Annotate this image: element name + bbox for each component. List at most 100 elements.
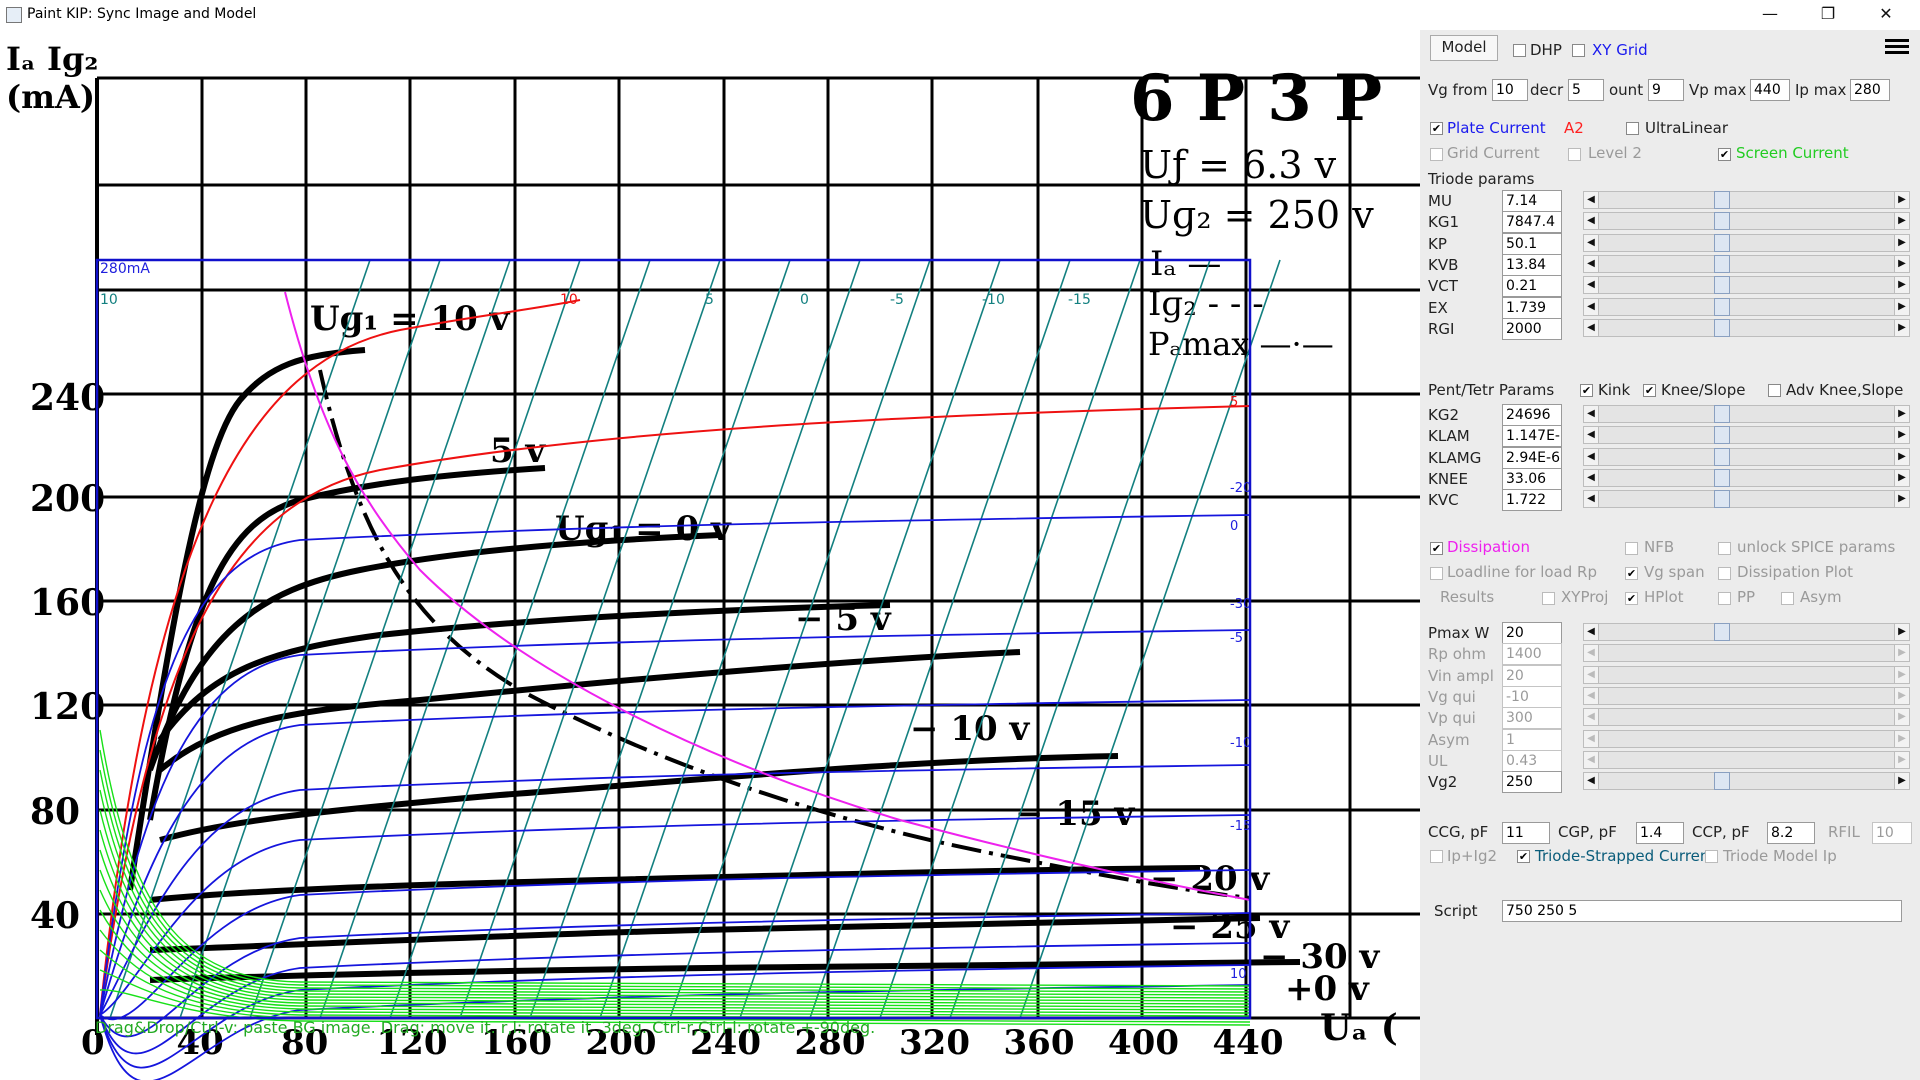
result-param-slider[interactable]: ◀ ▶ — [1583, 750, 1910, 770]
slider-right-arrow-icon[interactable]: ▶ — [1894, 233, 1910, 252]
result-param-slider[interactable]: ◀ ▶ — [1583, 729, 1910, 749]
result-param-input[interactable]: 20 — [1502, 622, 1562, 644]
slider-left-arrow-icon[interactable]: ◀ — [1583, 490, 1599, 509]
slider-right-arrow-icon[interactable]: ▶ — [1894, 623, 1910, 641]
slider-track[interactable] — [1583, 623, 1910, 641]
triode-param-slider[interactable]: ◀ ▶ — [1583, 211, 1910, 231]
slider-left-arrow-icon[interactable]: ◀ — [1583, 318, 1599, 337]
slider-left-arrow-icon[interactable]: ◀ — [1583, 276, 1599, 295]
triode-param-slider[interactable]: ◀ ▶ — [1583, 297, 1910, 317]
nfb-checkbox[interactable] — [1625, 542, 1638, 555]
pent-param-slider[interactable]: ◀ ▶ — [1583, 489, 1910, 509]
dhp-checkbox[interactable] — [1513, 44, 1526, 57]
slider-thumb[interactable] — [1714, 405, 1730, 423]
slider-right-arrow-icon[interactable]: ▶ — [1894, 772, 1910, 791]
result-param-input[interactable]: 1 — [1502, 728, 1562, 751]
slider-right-arrow-icon[interactable]: ▶ — [1894, 708, 1910, 727]
pent-param-input[interactable]: 24696 — [1502, 404, 1562, 426]
slider-left-arrow-icon[interactable]: ◀ — [1583, 468, 1599, 487]
slider-left-arrow-icon[interactable]: ◀ — [1583, 623, 1599, 641]
result-param-input[interactable]: 1400 — [1502, 643, 1562, 666]
slider-left-arrow-icon[interactable]: ◀ — [1583, 686, 1599, 705]
slider-track[interactable] — [1583, 426, 1910, 445]
kink-checkbox[interactable]: ✔ — [1580, 384, 1593, 397]
plot-svg[interactable]: 6 P 3 P Uƒ = 6.3 v Uɡ₂ = 250 v Iₐ — Iɡ₂ … — [0, 30, 1420, 1080]
triode-param-slider[interactable]: ◀ ▶ — [1583, 318, 1910, 338]
result-param-input[interactable]: 250 — [1502, 771, 1562, 794]
xy-grid-checkbox[interactable] — [1572, 44, 1585, 57]
vp-max-input[interactable]: 440 — [1750, 79, 1790, 101]
result-param-input[interactable]: 20 — [1502, 664, 1562, 687]
slider-thumb[interactable] — [1714, 212, 1730, 231]
knee-slope-checkbox[interactable]: ✔ — [1643, 384, 1656, 397]
slider-right-arrow-icon[interactable]: ▶ — [1894, 191, 1910, 209]
slider-thumb[interactable] — [1714, 318, 1730, 337]
hplot-checkbox[interactable]: ✔ — [1625, 592, 1638, 605]
ip-max-input[interactable]: 280 — [1850, 79, 1890, 101]
result-param-slider[interactable]: ◀ ▶ — [1583, 665, 1910, 685]
slider-thumb[interactable] — [1714, 426, 1730, 445]
slider-left-arrow-icon[interactable]: ◀ — [1583, 233, 1599, 252]
maximize-button[interactable]: ❐ — [1820, 4, 1836, 23]
plot-canvas[interactable]: 6 P 3 P Uƒ = 6.3 v Uɡ₂ = 250 v Iₐ — Iɡ₂ … — [0, 30, 1420, 1080]
slider-right-arrow-icon[interactable]: ▶ — [1894, 750, 1910, 769]
pent-param-slider[interactable]: ◀ ▶ — [1583, 468, 1910, 488]
pent-param-input[interactable]: 1.722 — [1502, 489, 1562, 512]
slider-track[interactable] — [1583, 665, 1910, 684]
slider-track[interactable] — [1583, 276, 1910, 295]
slider-track[interactable] — [1583, 212, 1910, 231]
pent-param-input[interactable]: 33.06 — [1502, 467, 1562, 490]
slider-right-arrow-icon[interactable]: ▶ — [1894, 318, 1910, 337]
result-param-slider[interactable]: ◀ ▶ — [1583, 707, 1910, 727]
triode-param-input[interactable]: 0.21 — [1502, 275, 1562, 298]
adv-knee-checkbox[interactable] — [1768, 384, 1781, 397]
slider-right-arrow-icon[interactable]: ▶ — [1894, 254, 1910, 273]
slider-track[interactable] — [1583, 750, 1910, 769]
slider-right-arrow-icon[interactable]: ▶ — [1894, 297, 1910, 316]
triode-param-input[interactable]: 1.739 — [1502, 296, 1562, 319]
pent-param-slider[interactable]: ◀ ▶ — [1583, 425, 1910, 445]
slider-left-arrow-icon[interactable]: ◀ — [1583, 708, 1599, 727]
vg-span-checkbox[interactable]: ✔ — [1625, 567, 1638, 580]
slider-left-arrow-icon[interactable]: ◀ — [1583, 405, 1599, 423]
slider-track[interactable] — [1583, 191, 1910, 209]
ip-ig2-checkbox[interactable] — [1430, 850, 1443, 863]
slider-right-arrow-icon[interactable]: ▶ — [1894, 686, 1910, 705]
result-param-input[interactable]: -10 — [1502, 685, 1562, 708]
triode-param-slider[interactable]: ◀ ▶ — [1583, 254, 1910, 274]
tab-model[interactable]: Model — [1430, 35, 1498, 61]
slider-track[interactable] — [1583, 405, 1910, 423]
asym-checkbox[interactable] — [1781, 592, 1794, 605]
decr-input[interactable]: 5 — [1568, 79, 1604, 101]
slider-left-arrow-icon[interactable]: ◀ — [1583, 644, 1599, 663]
slider-thumb[interactable] — [1714, 490, 1730, 509]
slider-track[interactable] — [1583, 318, 1910, 337]
level2-checkbox[interactable] — [1568, 148, 1581, 161]
slider-track[interactable] — [1583, 447, 1910, 466]
pent-param-input[interactable]: 2.94E-6 — [1502, 446, 1562, 469]
result-param-slider[interactable]: ◀ ▶ — [1583, 643, 1910, 663]
slider-track[interactable] — [1583, 686, 1910, 705]
plate-current-checkbox[interactable]: ✔ — [1430, 122, 1443, 135]
triode-param-input[interactable]: 7847.4 — [1502, 211, 1562, 234]
slider-right-arrow-icon[interactable]: ▶ — [1894, 426, 1910, 445]
slider-right-arrow-icon[interactable]: ▶ — [1894, 644, 1910, 663]
pent-param-slider[interactable]: ◀ ▶ — [1583, 404, 1910, 424]
result-param-input[interactable]: 300 — [1502, 707, 1562, 730]
result-param-slider[interactable]: ◀ ▶ — [1583, 771, 1910, 791]
slider-thumb[interactable] — [1714, 623, 1730, 641]
pp-checkbox[interactable] — [1718, 592, 1731, 605]
triode-param-input[interactable]: 2000 — [1502, 317, 1562, 340]
slider-thumb[interactable] — [1714, 772, 1730, 791]
slider-track[interactable] — [1583, 233, 1910, 252]
slider-left-arrow-icon[interactable]: ◀ — [1583, 426, 1599, 445]
hamburger-menu-icon[interactable] — [1885, 36, 1909, 56]
slider-left-arrow-icon[interactable]: ◀ — [1583, 447, 1599, 466]
unlock-spice-checkbox[interactable] — [1718, 542, 1731, 555]
rfil-input[interactable]: 10 — [1872, 822, 1912, 844]
screen-current-checkbox[interactable]: ✔ — [1718, 148, 1731, 161]
slider-track[interactable] — [1583, 708, 1910, 727]
slider-thumb[interactable] — [1714, 191, 1730, 209]
slider-right-arrow-icon[interactable]: ▶ — [1894, 405, 1910, 423]
slider-left-arrow-icon[interactable]: ◀ — [1583, 665, 1599, 684]
